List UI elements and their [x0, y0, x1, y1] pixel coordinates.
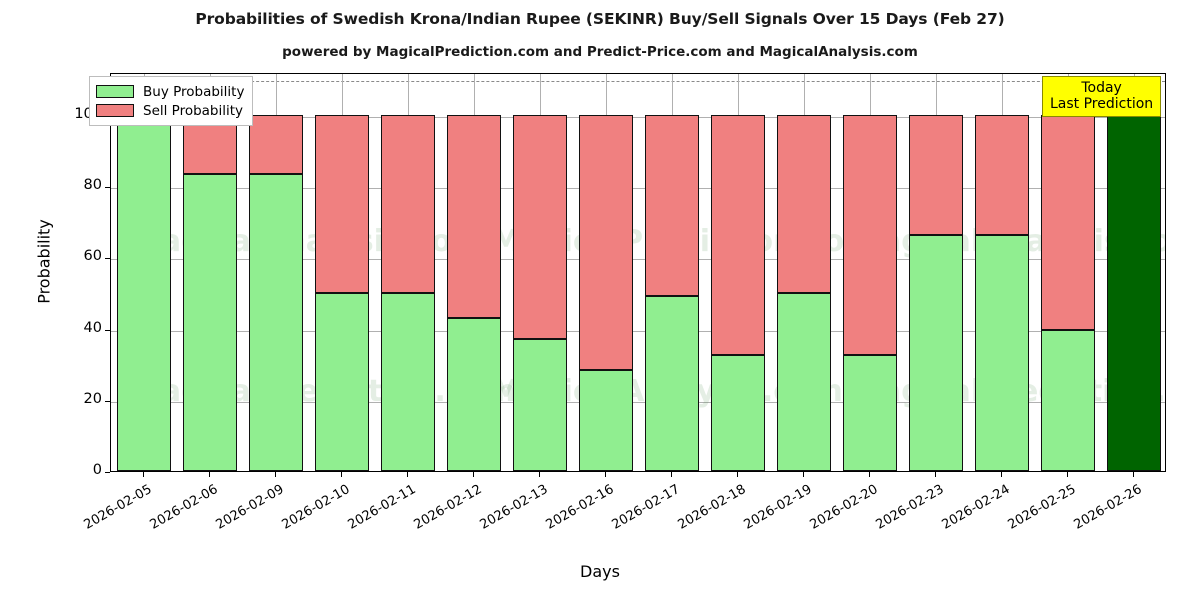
bar-group[interactable]: [908, 74, 964, 471]
x-tick-mark: [407, 472, 409, 477]
bar-segment-buy[interactable]: [248, 174, 304, 471]
y-tick-mark: [105, 400, 110, 402]
bar-segment-buy[interactable]: [1040, 329, 1096, 471]
x-axis-label: Days: [580, 562, 620, 581]
x-tick-mark: [869, 472, 871, 477]
bar-segment-sell[interactable]: [644, 114, 700, 296]
chart-title: Probabilities of Swedish Krona/Indian Ru…: [195, 10, 1005, 28]
today-annotation: Today Last Prediction: [1042, 76, 1162, 118]
bar-group[interactable]: [1040, 74, 1096, 471]
bar-segment-sell[interactable]: [314, 114, 370, 293]
x-tick-mark: [935, 472, 937, 477]
bar-group[interactable]: [578, 74, 634, 471]
bar-group[interactable]: [380, 74, 436, 471]
bar-segment-buy[interactable]: [908, 234, 964, 471]
bar-segment-sell[interactable]: [512, 114, 568, 340]
y-tick-label: 0: [92, 462, 102, 478]
bar-segment-buy[interactable]: [446, 318, 502, 471]
bar-segment-sell[interactable]: [1040, 114, 1096, 330]
x-tick-mark: [539, 472, 541, 477]
bar-segment-sell[interactable]: [248, 114, 304, 175]
bar-segment-sell[interactable]: [710, 114, 766, 356]
y-tick-label: 40: [83, 319, 102, 336]
legend-label-buy: Buy Probability: [143, 83, 245, 100]
bar-segment-buy[interactable]: [314, 292, 370, 471]
bar-group[interactable]: [116, 74, 172, 471]
reference-dashed-line: [111, 81, 1165, 83]
x-tick-mark: [803, 472, 805, 477]
bar-segment-sell[interactable]: [380, 114, 436, 293]
y-tick-label: 80: [83, 177, 102, 193]
chart-legend: Buy Probability Sell Probability: [89, 76, 254, 126]
bar-group[interactable]: [248, 74, 304, 471]
bar-group[interactable]: [182, 74, 238, 471]
legend-item-buy[interactable]: Buy Probability: [96, 82, 244, 101]
bar-group[interactable]: [314, 74, 370, 471]
bar-segment-today[interactable]: [1106, 114, 1162, 471]
bar-segment-sell[interactable]: [908, 114, 964, 235]
x-tick-mark: [341, 472, 343, 477]
x-tick-mark: [1133, 472, 1135, 477]
y-tick-mark: [105, 187, 110, 189]
bar-segment-sell[interactable]: [776, 114, 832, 293]
bar-segment-buy[interactable]: [578, 370, 634, 471]
bar-segment-sell[interactable]: [974, 114, 1030, 235]
bar-segment-buy[interactable]: [380, 292, 436, 471]
plot-area: MagicalAnalysis.comMagicalPrediction.com…: [110, 73, 1166, 472]
bar-segment-buy[interactable]: [842, 355, 898, 471]
x-tick-mark: [209, 472, 211, 477]
y-tick-mark: [105, 329, 110, 331]
bar-segment-buy[interactable]: [512, 339, 568, 471]
chart-subtitle: powered by MagicalPrediction.com and Pre…: [282, 44, 918, 60]
today-annotation-line1: Today: [1081, 80, 1122, 96]
bar-segment-buy[interactable]: [974, 234, 1030, 471]
y-gridline: [111, 401, 1165, 403]
x-tick-mark: [473, 472, 475, 477]
bar-group[interactable]: [446, 74, 502, 471]
x-tick-mark: [671, 472, 673, 477]
bar-group[interactable]: [710, 74, 766, 471]
bar-segment-buy[interactable]: [116, 114, 172, 471]
bar-segment-buy[interactable]: [182, 174, 238, 471]
legend-swatch-buy-icon: [96, 85, 134, 98]
bar-segment-sell[interactable]: [842, 114, 898, 356]
bar-group[interactable]: [974, 74, 1030, 471]
x-tick-mark: [1067, 472, 1069, 477]
bar-segment-sell[interactable]: [446, 114, 502, 319]
y-tick-label: 60: [83, 248, 102, 265]
x-tick-mark: [1001, 472, 1003, 477]
x-tick-mark: [605, 472, 607, 477]
y-gridline: [111, 330, 1165, 332]
x-tick-mark: [275, 472, 277, 477]
bar-segment-buy[interactable]: [710, 355, 766, 471]
y-tick-label: 20: [83, 390, 102, 407]
bar-segment-buy[interactable]: [644, 295, 700, 471]
bar-group[interactable]: [776, 74, 832, 471]
bar-group[interactable]: [644, 74, 700, 471]
legend-swatch-sell-icon: [96, 104, 134, 117]
y-gridline: [111, 116, 1165, 118]
today-annotation-line2: Last Prediction: [1050, 96, 1154, 113]
bar-segment-sell[interactable]: [578, 114, 634, 371]
legend-label-sell: Sell Probability: [143, 102, 244, 119]
legend-item-sell[interactable]: Sell Probability: [96, 101, 244, 120]
bar-segment-buy[interactable]: [776, 292, 832, 471]
bar-group[interactable]: [842, 74, 898, 471]
y-tick-mark: [105, 472, 110, 474]
bar-group[interactable]: [512, 74, 568, 471]
x-tick-mark: [143, 472, 145, 477]
y-tick-mark: [105, 258, 110, 260]
y-gridline: [111, 259, 1165, 261]
y-gridline: [111, 188, 1165, 189]
bar-group[interactable]: [1106, 74, 1162, 471]
x-tick-mark: [737, 472, 739, 477]
